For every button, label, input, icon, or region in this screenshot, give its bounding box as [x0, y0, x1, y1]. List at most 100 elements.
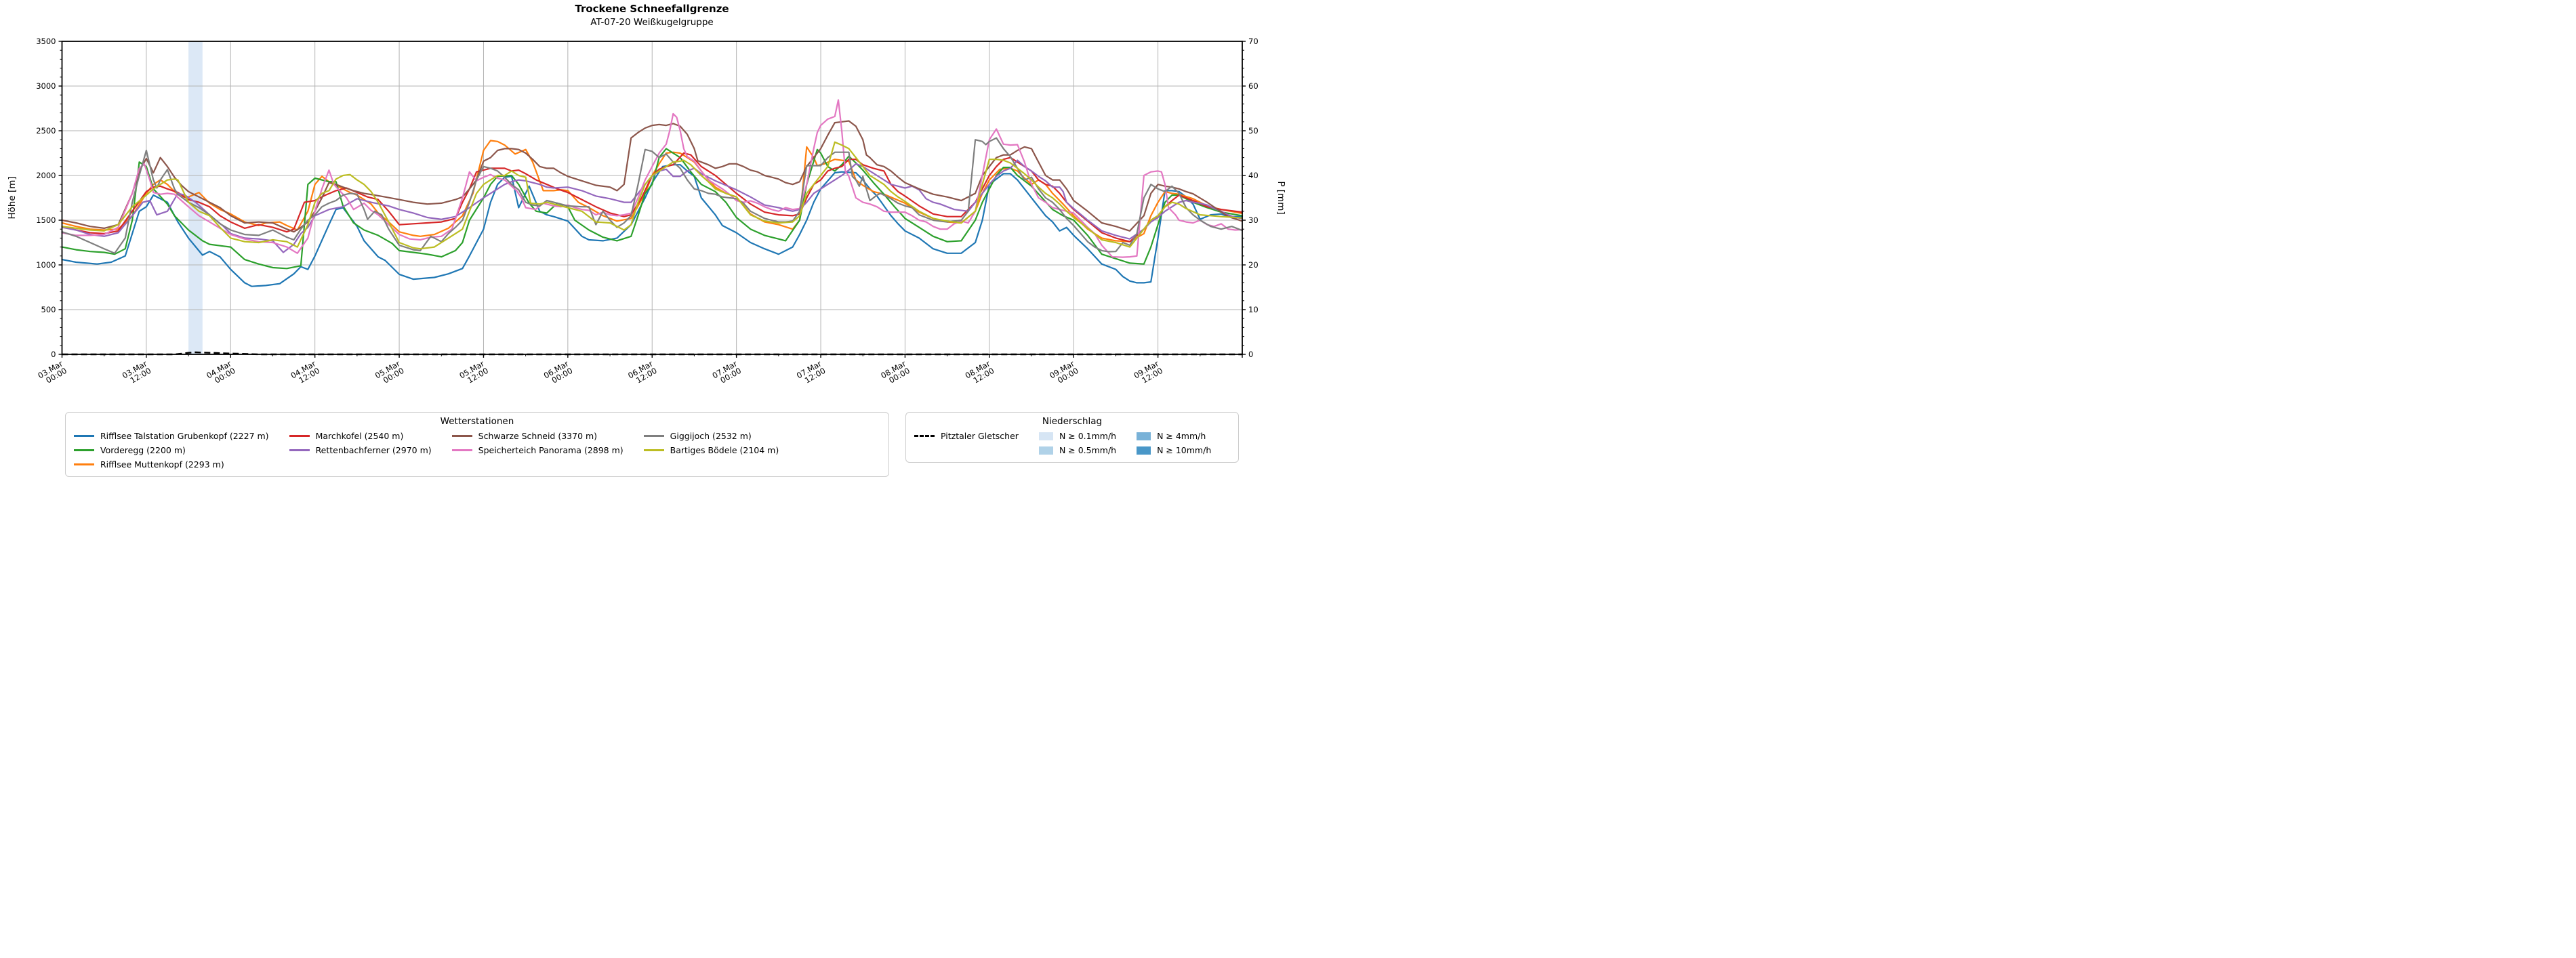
legend-entry-label: N ≥ 0.1mm/h [1059, 431, 1117, 441]
x-tick-label: 09.Mar12:00 [1132, 358, 1164, 388]
x-tick-label: 09.Mar00:00 [1048, 358, 1080, 388]
precip-band [188, 41, 203, 354]
y-left-tick-label: 3500 [36, 37, 56, 46]
legend-entry-bartiges-boedele: Bartiges Bödele (2104 m) [643, 443, 779, 457]
legend-entry-label: Speicherteich Panorama (2898 m) [478, 445, 623, 455]
y-right-tick-label: 0 [1248, 350, 1253, 359]
legend-entry-label: Vorderegg (2200 m) [100, 445, 186, 455]
legend-patch-swatch [1038, 446, 1053, 455]
y-left-axis-label: Höhe [m] [7, 176, 18, 219]
x-tick-label: 05.Mar00:00 [373, 358, 406, 388]
plot-area: 03.Mar00:00 03.Mar12:00 04.Mar00:00 04.Mar1… [36, 37, 1259, 388]
x-tick-label: 05.Mar12:00 [457, 358, 490, 388]
legend-entry-label: N ≥ 10mm/h [1157, 445, 1212, 455]
legend-entry-label: N ≥ 0.5mm/h [1059, 445, 1117, 455]
legend-entry-giggijoch: Giggijoch (2532 m) [643, 429, 779, 443]
legend-column: Marchkofel (2540 m) Rettenbachferner (297… [289, 429, 432, 472]
legend-column: N ≥ 0.1mm/h N ≥ 0.5mm/h [1038, 429, 1117, 457]
legend-column: Rifflsee Talstation Grubenkopf (2227 m) V… [74, 429, 269, 472]
legend-dashed-line-swatch [914, 435, 935, 437]
chart-subtitle: AT-07-20 Weißkugelgruppe [590, 17, 713, 28]
snowline-chart: 03.Mar00:00 03.Mar12:00 04.Mar00:00 04.Mar1… [7, 3, 1286, 388]
legend-entry-label: Marchkofel (2540 m) [315, 431, 404, 441]
legend-weather-stations: Wetterstationen Rifflsee Talstation Grub… [65, 412, 889, 477]
y-left-tick-label: 500 [41, 305, 56, 314]
legend-entry-label: Bartiges Bödele (2104 m) [670, 445, 779, 455]
legend-entry-vorderegg: Vorderegg (2200 m) [74, 443, 269, 457]
legend-entry-pitztaler-gletscher: Pitztaler Gletscher [914, 429, 1019, 443]
x-tick-label: 07.Mar00:00 [711, 358, 743, 388]
legend-line-swatch [643, 435, 664, 437]
legend-line-swatch [74, 463, 94, 465]
legend-entry-label: Rifflsee Muttenkopf (2293 m) [100, 459, 224, 470]
y-left-tick-label: 2500 [36, 126, 56, 136]
legend-entry-schwarze-schneid: Schwarze Schneid (3370 m) [451, 429, 623, 443]
x-tick-label: 07.Mar12:00 [795, 358, 827, 388]
legend-patch-swatch [1137, 446, 1151, 455]
legend-column: Giggijoch (2532 m) Bartiges Bödele (2104 … [643, 429, 779, 472]
legend-entry-precip-level: N ≥ 4mm/h [1137, 429, 1211, 443]
legend-entry-rettenbachferner: Rettenbachferner (2970 m) [289, 443, 432, 457]
legend-precip-title: Niederschlag [1042, 416, 1103, 427]
x-tick-label: 03.Mar12:00 [121, 358, 153, 388]
y-right-axis-label: P [mm] [1275, 181, 1286, 214]
legend-line-swatch [289, 435, 310, 437]
y-left-tick-label: 1500 [36, 215, 56, 225]
legend-row: Wetterstationen Rifflsee Talstation Grub… [65, 412, 1258, 477]
legend-entry-precip-level: N ≥ 0.5mm/h [1038, 443, 1117, 457]
series-line-giggijoch [61, 137, 1244, 254]
legend-precipitation: Niederschlag Pitztaler Gletscher N ≥ 0.1m… [905, 412, 1239, 463]
legend-entry-label: N ≥ 4mm/h [1157, 431, 1206, 441]
y-right-tick-label: 60 [1248, 81, 1259, 91]
x-tick-label: 04.Mar00:00 [205, 358, 237, 388]
series-line-schwarze-schneid [61, 120, 1244, 233]
legend-entry-label: Rettenbachferner (2970 m) [315, 445, 432, 455]
legend-entry-precip-level: N ≥ 0.1mm/h [1038, 429, 1117, 443]
y-right-tick-label: 20 [1248, 260, 1259, 270]
legend-column: Schwarze Schneid (3370 m) Speicherteich P… [451, 429, 623, 472]
chart-title: Trockene Schneefallgrenze [575, 3, 729, 15]
legend-entry-label: Pitztaler Gletscher [941, 431, 1019, 441]
legend-patch-swatch [1137, 432, 1151, 440]
legend-line-swatch [74, 449, 94, 451]
series-line-pitztaler-gletscher [62, 351, 1242, 356]
y-right-tick-label: 70 [1248, 37, 1259, 46]
series-line-marchkofel [61, 152, 1244, 243]
series-line-rettenbachferner [61, 159, 1244, 253]
y-right-tick-label: 40 [1248, 171, 1259, 180]
y-left-tick-label: 2000 [36, 171, 56, 180]
y-right-tick-label: 50 [1248, 126, 1259, 136]
y-right-tick-label: 30 [1248, 215, 1259, 225]
series-line-speicherteich-panorama [61, 99, 1244, 258]
figure: 03.Mar00:00 03.Mar12:00 04.Mar00:00 04.Mar1… [0, 0, 1288, 479]
x-tick-label: 08.Mar12:00 [964, 358, 996, 388]
legend-entry-label: Giggijoch (2532 m) [670, 431, 752, 441]
series-line-rifflsee-talstation-grubenkopf [61, 164, 1244, 287]
y-left-tick-label: 0 [51, 350, 56, 359]
legend-line-swatch [643, 449, 664, 451]
legend-line-swatch [289, 449, 310, 451]
series-line-vorderegg [61, 148, 1244, 270]
x-tick-label: 04.Mar12:00 [289, 358, 322, 388]
y-left-tick-label: 1000 [36, 260, 56, 270]
legend-line-swatch [451, 435, 472, 437]
y-right-tick-label: 10 [1248, 305, 1259, 314]
y-left-tick-label: 3000 [36, 81, 56, 91]
legend-entry-rifflsee-talstation-grubenkopf: Rifflsee Talstation Grubenkopf (2227 m) [74, 429, 269, 443]
legend-line-swatch [451, 449, 472, 451]
x-tick-label: 06.Mar00:00 [542, 358, 575, 388]
legend-precip-entries: Pitztaler Gletscher N ≥ 0.1mm/h N ≥ 0.5mm/… [914, 429, 1230, 457]
x-tick-label: 06.Mar12:00 [626, 358, 659, 388]
legend-column: Pitztaler Gletscher [914, 429, 1019, 457]
x-tick-label: 03.Mar00:00 [36, 358, 68, 388]
legend-entry-marchkofel: Marchkofel (2540 m) [289, 429, 432, 443]
legend-entry-speicherteich-panorama: Speicherteich Panorama (2898 m) [451, 443, 623, 457]
legend-line-swatch [74, 435, 94, 437]
legend-entry-precip-level: N ≥ 10mm/h [1137, 443, 1211, 457]
legend-stations-title: Wetterstationen [440, 416, 514, 427]
legend-entry-label: Schwarze Schneid (3370 m) [478, 431, 598, 441]
legend-entry-label: Rifflsee Talstation Grubenkopf (2227 m) [100, 431, 269, 441]
series-line-bartiges-boedele [61, 141, 1244, 250]
legend-patch-swatch [1038, 432, 1053, 440]
legend-stations-entries: Rifflsee Talstation Grubenkopf (2227 m) V… [74, 429, 880, 472]
